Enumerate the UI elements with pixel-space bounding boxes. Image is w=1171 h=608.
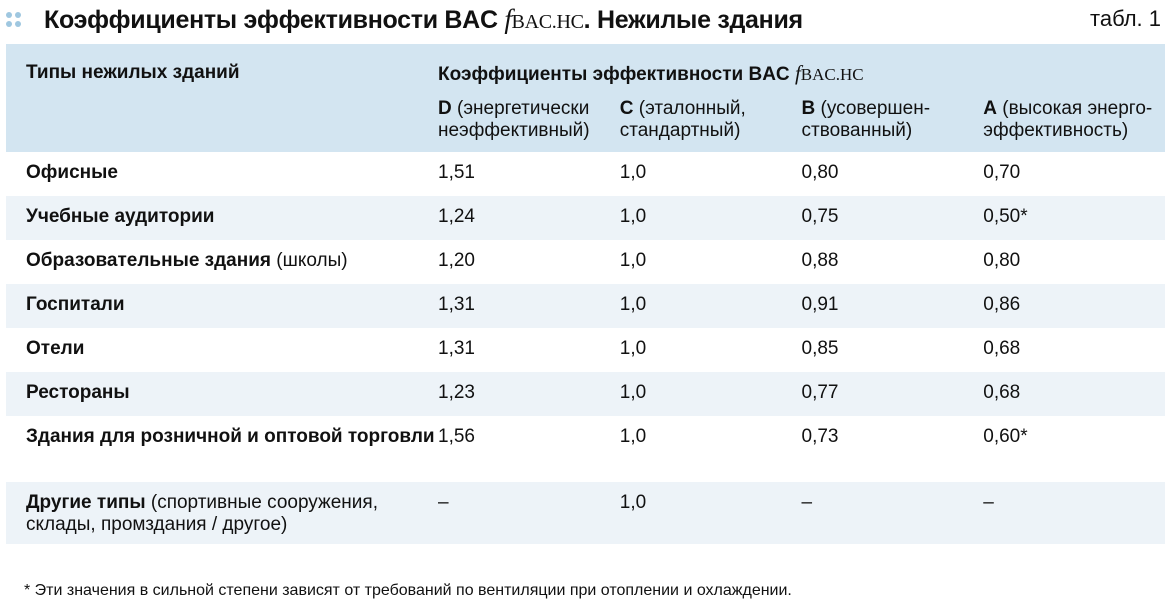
table-row: Офисные 1,51 1,0 0,80 0,70 <box>6 152 1165 196</box>
value-cell-a: 0,80 <box>983 250 1021 271</box>
building-type-cell: Образовательные здания (школы) <box>6 240 438 284</box>
table-row: Образовательные здания (школы) 1,20 1,0 0,8… <box>6 240 1165 284</box>
building-type-name: Другие типы <box>26 492 146 513</box>
header-building-types: Типы нежилых зданий <box>26 62 240 83</box>
value-cell-d: 1,20 <box>438 250 475 271</box>
value-cell-d: 1,31 <box>438 294 475 315</box>
building-type-name: Рестораны <box>26 382 130 403</box>
value-cell-c: 1,0 <box>619 294 647 315</box>
header-class-d: D (энергетически неэффективный) <box>438 98 620 152</box>
value-cell-d: 1,24 <box>438 206 475 227</box>
table-row: Отели 1,31 1,0 0,85 0,68 <box>6 328 1165 372</box>
value-cell-c: 1,0 <box>619 206 647 227</box>
table-row: Учебные аудитории 1,24 1,0 0,75 0,50* <box>6 196 1165 240</box>
class-description: (энергетически неэффективный) <box>438 98 590 141</box>
title-prefix: Коэффициенты эффективности BAC <box>44 6 505 34</box>
value-cell-d: 1,56 <box>438 426 475 447</box>
header-group: Коэффициенты эффективности BAC fBAC.HC <box>438 44 1165 98</box>
value-cell-b: 0,88 <box>801 250 839 271</box>
title-suffix: . Нежилые здания <box>583 6 803 34</box>
value-cell-c: 1,0 <box>619 426 647 447</box>
class-description: (эталонный, стандартный) <box>619 98 746 141</box>
building-type-name: Образовательные здания <box>26 250 271 271</box>
value-cell-d: 1,31 <box>438 338 475 359</box>
title-bar: Коэффициенты эффективности BAC fBAC.HC. … <box>0 0 1171 44</box>
header-empty-cell <box>6 98 438 152</box>
building-type-cell: Рестораны <box>6 372 438 416</box>
table-row: Здания для розничной и оптовой торговли 1… <box>6 416 1165 482</box>
building-type-cell: Учебные аудитории <box>6 196 438 240</box>
value-cell-c: 1,0 <box>619 250 647 271</box>
building-type-cell: Другие типы (спортивные сооружения, скла… <box>6 482 438 544</box>
value-cell-b: 0,75 <box>801 206 839 227</box>
table-title: Коэффициенты эффективности BAC fBAC.HC. … <box>44 4 803 35</box>
value-cell-d: 1,23 <box>438 382 475 403</box>
header-row-classes: D (энергетически неэффективный) C (эталон… <box>6 98 1165 152</box>
table-row: Госпитали 1,31 1,0 0,91 0,86 <box>6 284 1165 328</box>
building-type-cell: Здания для розничной и оптовой торговли <box>6 416 438 482</box>
building-type-note: (школы) <box>270 250 348 271</box>
value-cell-b: 0,77 <box>801 382 839 403</box>
class-letter: A <box>983 98 997 119</box>
table-row: Другие типы (спортивные сооружения, скла… <box>6 482 1165 544</box>
building-type-name: Госпитали <box>26 294 125 315</box>
class-letter: B <box>801 98 816 119</box>
class-description: (усовершен-ствованный) <box>801 98 931 141</box>
value-cell-b: 0,73 <box>801 426 839 447</box>
building-type-name: Офисные <box>26 162 118 183</box>
header-class-b: B (усовершен-ствованный) <box>802 98 984 152</box>
title-subscript: BAC.HC <box>511 11 584 33</box>
value-cell-a: 0,68 <box>983 382 1021 403</box>
header-row-group: Типы нежилых зданий Коэффициенты эффекти… <box>6 44 1165 98</box>
value-cell-d: 1,51 <box>438 162 475 183</box>
value-cell-b: 0,80 <box>801 162 839 183</box>
value-cell-b: 0,85 <box>801 338 839 359</box>
table-number: табл. 1 <box>1090 6 1161 31</box>
value-cell-a: 0,68 <box>983 338 1021 359</box>
class-description: (высокая энерго-эффективность) <box>983 98 1153 141</box>
header-class-a: A (высокая энерго-эффективность) <box>983 98 1165 152</box>
value-cell-a: 0,50* <box>983 206 1028 227</box>
building-type-name: Отели <box>26 338 85 359</box>
building-type-note: (спортивные сооружения, склады, промздан… <box>26 492 378 535</box>
building-type-cell: Отели <box>6 328 438 372</box>
header-group-symbol: f <box>794 61 801 85</box>
value-cell-a: 0,70 <box>983 162 1021 183</box>
building-type-name: Здания для розничной и оптовой торговли <box>26 426 435 447</box>
class-letter: C <box>619 98 634 119</box>
coefficients-table: Типы нежилых зданий Коэффициенты эффекти… <box>6 44 1165 544</box>
value-cell-c: 1,0 <box>619 162 647 183</box>
value-cell-c: 1,0 <box>619 338 647 359</box>
value-cell-c: 1,0 <box>619 382 647 403</box>
building-type-cell: Офисные <box>6 152 438 196</box>
table-row: Рестораны 1,23 1,0 0,77 0,68 <box>6 372 1165 416</box>
value-cell-a: 0,60* <box>983 426 1028 447</box>
table-body: Офисные 1,51 1,0 0,80 0,70 Учебные аудитории 1… <box>6 152 1165 544</box>
class-letter: D <box>438 98 452 119</box>
value-cell-b: 0,91 <box>801 294 839 315</box>
building-type-cell: Госпитали <box>6 284 438 328</box>
header-group-prefix: Коэффициенты эффективности BAC <box>438 64 795 85</box>
value-cell-a: 0,86 <box>983 294 1021 315</box>
title-symbol: f <box>504 4 512 34</box>
header-class-c: C (эталонный, стандартный) <box>620 98 802 152</box>
value-cell-a: – <box>983 492 994 513</box>
value-cell-b: – <box>801 492 813 513</box>
value-cell-c: 1,0 <box>619 492 647 513</box>
footnote: * Эти значения в сильной степени зависят… <box>24 582 792 599</box>
header-group-subscript: BAC.HC <box>800 65 864 84</box>
bullet-dots-icon <box>6 12 22 28</box>
building-type-name: Учебные аудитории <box>26 206 215 227</box>
value-cell-d: – <box>438 492 449 513</box>
